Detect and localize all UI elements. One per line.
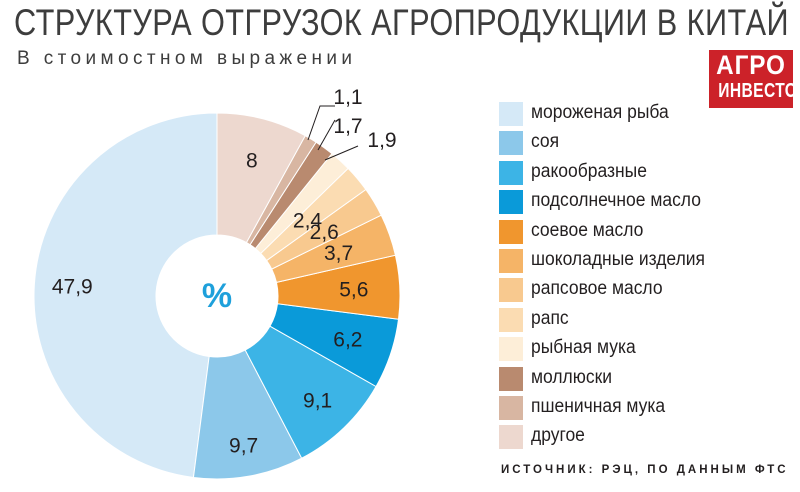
legend-label: рапс xyxy=(531,307,569,329)
slice-1 xyxy=(33,112,218,479)
brand-logo: АГРО ИНВЕСТОР xyxy=(709,50,800,108)
logo-line-1: АГРО xyxy=(716,50,786,80)
legend-swatch xyxy=(499,190,523,215)
center-percent-label: % xyxy=(201,277,233,315)
legend-swatch xyxy=(499,395,523,420)
legend-label: мороженая рыба xyxy=(531,102,669,123)
legend-swatch xyxy=(499,307,523,332)
source-note: ИСТОЧНИК: РЭЦ, ПО ДАННЫМ ФТС xyxy=(501,464,789,476)
donut-chart: 47,9 9,7 9,1 6,2 5,6 3,72,62,4 1,91,7 1,1 8 xyxy=(33,86,401,480)
legend-label: ракообразные xyxy=(531,160,647,182)
data-label-8: 2,4 xyxy=(293,209,323,232)
data-label-12: 8 xyxy=(246,149,258,172)
chart-title: СТРУКТУРА ОТГРУЗОК АГРОПРОДУКЦИИ В КИТАЙ xyxy=(14,2,789,43)
data-label-10: 1,7 xyxy=(333,115,362,138)
leader-line-10 xyxy=(317,119,336,151)
slice-12 xyxy=(216,112,306,244)
legend-swatch xyxy=(499,425,523,450)
legend-swatch xyxy=(499,366,523,391)
legend-label: соя xyxy=(531,131,560,153)
data-label-4: 6,2 xyxy=(333,329,362,352)
legend-swatch xyxy=(499,160,523,185)
legend-label: моллюски xyxy=(531,366,613,388)
legend-swatch xyxy=(499,278,523,303)
leader-line-9 xyxy=(324,145,359,161)
data-label-11: 1,1 xyxy=(333,86,362,109)
legend-label: рапсовое масло xyxy=(531,278,663,300)
data-label-9: 1,9 xyxy=(367,129,396,152)
data-label-7: 2,6 xyxy=(310,221,339,244)
legend-label: подсолнечное масло xyxy=(531,190,701,212)
chart-subtitle: В стоимостном выражении xyxy=(17,48,357,69)
legend-swatch xyxy=(499,102,523,126)
legend-label: другое xyxy=(531,425,585,447)
data-label-5: 5,6 xyxy=(339,278,368,301)
data-label-2: 9,7 xyxy=(229,435,258,458)
legend-label: рыбная мука xyxy=(531,337,636,359)
logo-line-2: ИНВЕСТОР xyxy=(718,80,800,102)
legend-swatch xyxy=(499,248,523,273)
data-label-3: 9,1 xyxy=(303,389,332,412)
data-label-6: 3,7 xyxy=(324,242,353,265)
legend-label: шоколадные изделия xyxy=(531,248,706,270)
legend-swatch xyxy=(499,337,523,362)
legend-label: соевое масло xyxy=(531,219,644,241)
legend-label: пшеничная мука xyxy=(531,395,666,417)
data-label-1: 47,9 xyxy=(52,276,93,299)
leader-line-11 xyxy=(307,105,335,141)
legend-swatch xyxy=(499,219,523,244)
legend-swatch xyxy=(499,131,523,156)
